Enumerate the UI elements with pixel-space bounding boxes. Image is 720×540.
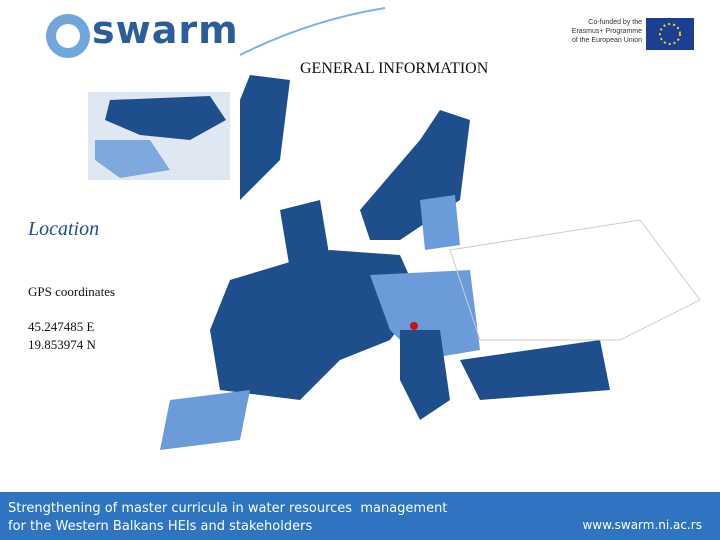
map-baltics [420, 195, 460, 250]
slide-title: GENERAL INFORMATION [300, 60, 489, 77]
coordinates: 45.247485 E 19.853974 N [28, 318, 96, 354]
map-central-europe [370, 270, 480, 360]
logo-icon-inner [56, 24, 80, 48]
coordinate: 45.247485 E [28, 319, 95, 334]
footer-bar [0, 492, 720, 540]
eu-line: Co-funded by the [588, 19, 642, 26]
coordinate: 19.853974 N [28, 337, 96, 352]
map-iceland [240, 75, 290, 200]
eu-text: Co-funded by the Erasmus+ Programme of t… [560, 18, 642, 45]
map-turkey [460, 340, 610, 400]
project-text: Strengthening of master curricula in wat… [8, 500, 447, 536]
map-uk [280, 200, 330, 270]
project-line: for the Western Balkans HEIs and stakeho… [8, 519, 313, 534]
map-balkans [400, 330, 450, 420]
eu-flag [646, 18, 694, 50]
gps-label: GPS coordinates [28, 284, 116, 299]
logo: swarm [92, 8, 239, 52]
eu-line: Erasmus+ Programme [571, 28, 642, 35]
inset-land [95, 140, 170, 178]
eu-stars [659, 23, 681, 45]
location-heading: Location [28, 218, 100, 240]
map-west-europe [210, 250, 420, 400]
inset-land [105, 96, 226, 140]
map-morocco [160, 390, 250, 450]
location-marker [410, 322, 418, 330]
project-line: Strengthening of master curricula in wat… [8, 501, 448, 516]
logo-swoosh [239, 7, 386, 56]
footer-url: www.swarm.ni.ac.rs [582, 518, 702, 532]
eu-line: of the European Union [571, 37, 642, 44]
map-east-outline [449, 219, 701, 341]
